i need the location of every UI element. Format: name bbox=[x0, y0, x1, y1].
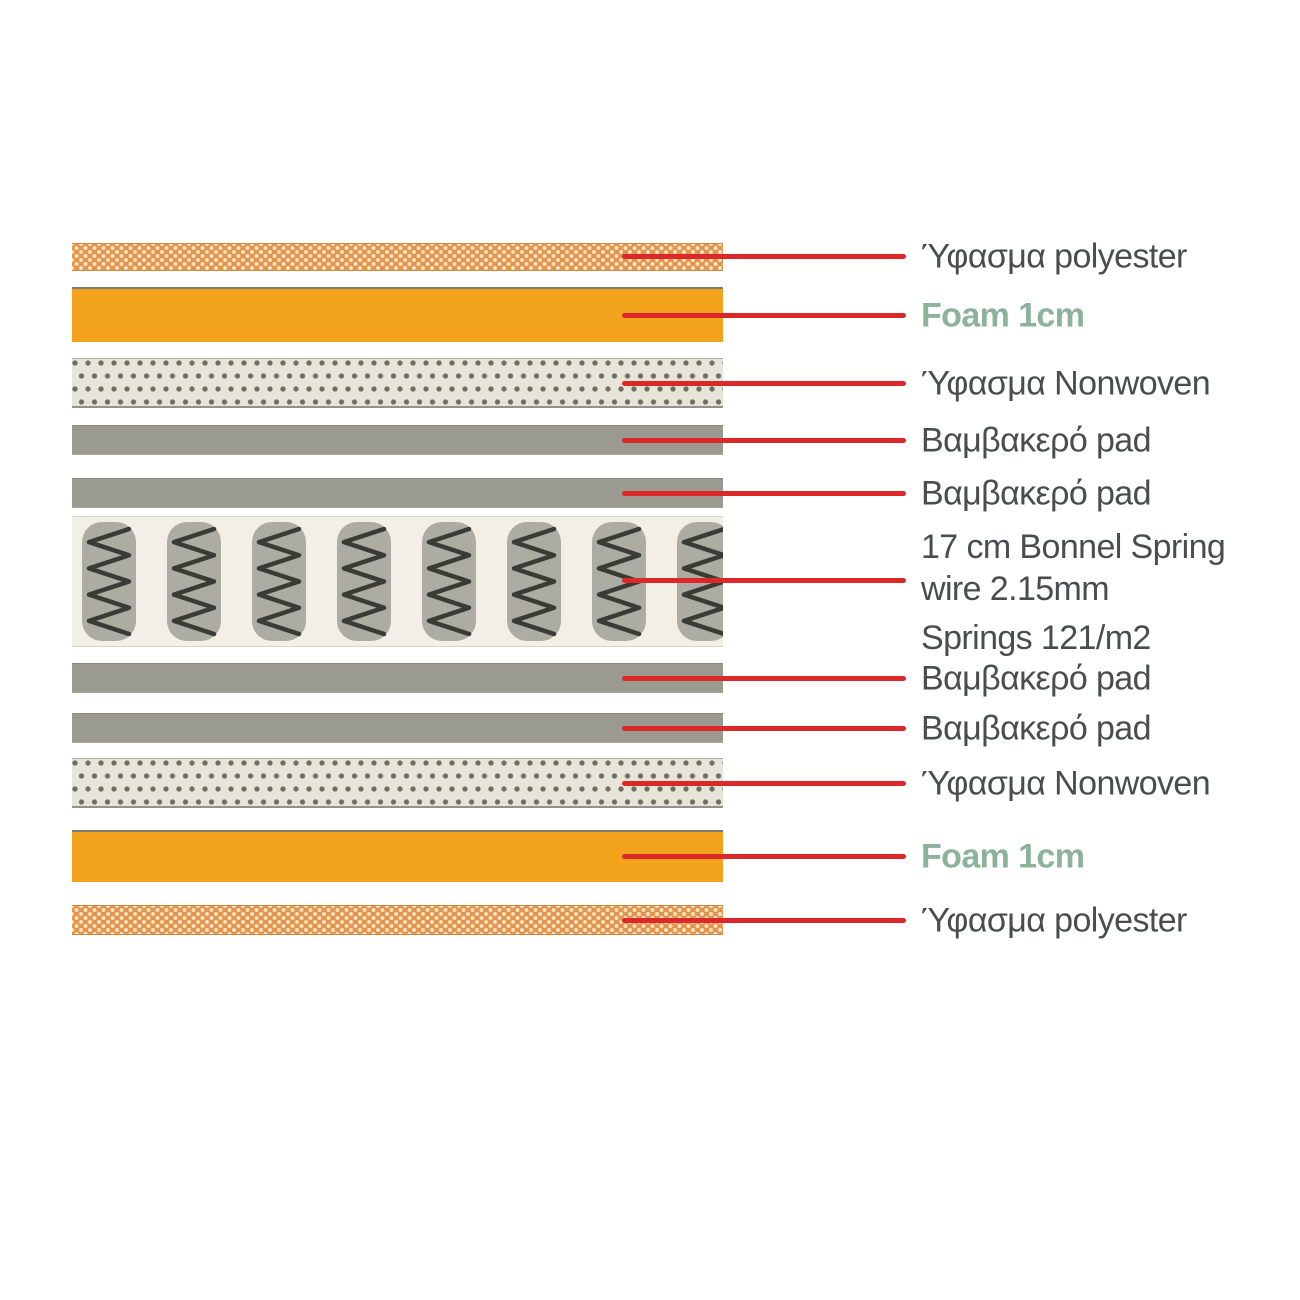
layer-label-foam-top: Foam 1cm bbox=[921, 296, 1085, 335]
layer-band-cotton-pad-2 bbox=[72, 478, 723, 508]
leader-line-cotton-pad-2 bbox=[622, 491, 906, 496]
layer-label-polyester-bottom: Ύφασμα polyester bbox=[921, 901, 1187, 940]
layer-band-nonwoven-bottom bbox=[72, 758, 723, 808]
layer-label-cotton-pad-2: Βαμβακερό pad bbox=[921, 474, 1152, 513]
layer-label-bonnel-springs: 17 cm Bonnel Spring wire 2.15mm Springs … bbox=[921, 526, 1226, 659]
layer-label-foam-bottom: Foam 1cm bbox=[921, 837, 1085, 876]
leader-line-cotton-pad-3 bbox=[622, 676, 906, 681]
leader-line-polyester-top bbox=[622, 254, 906, 259]
layer-label-nonwoven-top: Ύφασμα Nonwoven bbox=[921, 364, 1211, 403]
leader-line-nonwoven-bottom bbox=[622, 781, 906, 786]
spring-label-line-2: wire 2.15mm bbox=[921, 570, 1110, 608]
leader-line-cotton-pad-1 bbox=[622, 438, 906, 443]
layer-band-bonnel-springs bbox=[72, 516, 723, 647]
layer-label-nonwoven-bottom: Ύφασμα Nonwoven bbox=[921, 764, 1211, 803]
leader-line-polyester-bottom bbox=[622, 918, 906, 923]
layer-band-foam-top bbox=[72, 287, 723, 342]
layer-band-nonwoven-top bbox=[72, 358, 723, 408]
layer-band-cotton-pad-3 bbox=[72, 663, 723, 693]
leader-line-cotton-pad-4 bbox=[622, 726, 906, 731]
leader-line-foam-bottom bbox=[622, 854, 906, 859]
leader-line-foam-top bbox=[622, 313, 906, 318]
layer-band-polyester-bottom bbox=[72, 905, 723, 935]
layer-label-cotton-pad-4: Βαμβακερό pad bbox=[921, 709, 1152, 748]
layer-band-foam-bottom bbox=[72, 830, 723, 882]
leader-line-nonwoven-top bbox=[622, 381, 906, 386]
layer-band-cotton-pad-4 bbox=[72, 713, 723, 743]
layer-band-cotton-pad-1 bbox=[72, 425, 723, 455]
bonnel-spring-coils bbox=[82, 522, 723, 641]
leader-line-bonnel-springs bbox=[622, 578, 906, 583]
layer-label-cotton-pad-3: Βαμβακερό pad bbox=[921, 659, 1152, 698]
spring-label-line-1: 17 cm Bonnel Spring bbox=[921, 528, 1226, 566]
layer-label-cotton-pad-1: Βαμβακερό pad bbox=[921, 421, 1152, 460]
layer-band-polyester-top bbox=[72, 243, 723, 271]
spring-label-line-3: Springs 121/m2 bbox=[921, 619, 1151, 657]
layer-label-polyester-top: Ύφασμα polyester bbox=[921, 237, 1187, 276]
